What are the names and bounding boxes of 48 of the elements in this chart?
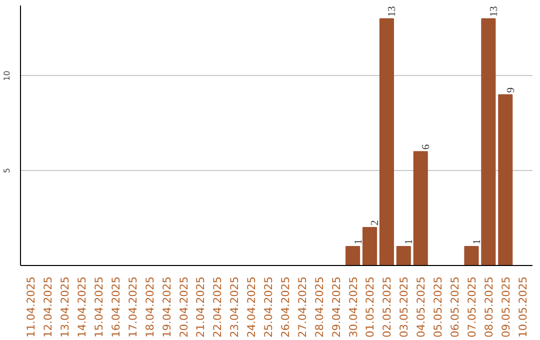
y-tick-label: 5	[2, 168, 12, 174]
x-tick-label: 06.05.2025	[448, 276, 462, 338]
bar	[396, 246, 411, 266]
x-tick-label: 24.04.2025	[245, 276, 258, 338]
x-tick-label: 20.04.2025	[177, 276, 190, 338]
data-label: 6	[421, 144, 432, 150]
x-tick-label: 22.04.2025	[211, 276, 224, 338]
data-label: 1	[404, 239, 416, 245]
x-tick-label: 07.05.2025	[465, 276, 478, 338]
x-tick-label: 23.04.2025	[228, 276, 242, 338]
bar	[379, 18, 394, 266]
data-label: 1	[353, 239, 364, 245]
bar	[481, 18, 496, 266]
x-tick-label: 03.05.2025	[398, 276, 411, 338]
x-tick-label: 27.04.2025	[296, 276, 309, 338]
x-tick-label: 02.05.2025	[380, 276, 394, 338]
bar	[413, 151, 428, 266]
x-tick-label: 17.04.2025	[126, 276, 140, 338]
x-tick-label: 10.05.2025	[516, 276, 530, 338]
x-tick-label: 21.04.2025	[194, 276, 208, 338]
x-tick-label: 18.04.2025	[143, 276, 156, 338]
data-label: 13	[387, 6, 398, 17]
x-tick-label: 12.04.2025	[42, 276, 55, 338]
x-tick-label: 30.04.2025	[346, 276, 360, 338]
bar	[464, 246, 479, 266]
x-tick-label: 28.04.2025	[312, 276, 326, 338]
x-tick-label: 05.05.2025	[432, 276, 445, 338]
bar	[362, 227, 378, 266]
bar	[498, 94, 513, 266]
x-tick-label: 26.04.2025	[278, 276, 292, 338]
x-tick-label: 11.04.2025	[24, 276, 38, 338]
x-tick-label: 29.04.2025	[330, 276, 343, 338]
data-label: 9	[506, 87, 517, 93]
x-tick-label: 09.05.2025	[499, 276, 512, 338]
y-tick-label: 10	[2, 70, 12, 81]
x-tick-label: 15.04.2025	[92, 276, 106, 338]
x-tick-label: 13.04.2025	[58, 276, 72, 338]
x-tick-label: 25.04.2025	[262, 276, 276, 338]
x-tick-label: 14.04.2025	[76, 276, 89, 338]
data-label: 2	[370, 220, 382, 226]
x-tick-label: 08.05.2025	[482, 276, 496, 338]
x-tick-label: 01.05.2025	[364, 276, 377, 338]
data-label: 13	[488, 6, 500, 17]
x-tick-label: 04.05.2025	[414, 276, 428, 338]
x-tick-label: 16.04.2025	[109, 276, 122, 338]
data-label: 1	[472, 239, 483, 245]
x-tick-label: 19.04.2025	[160, 276, 174, 338]
bar	[346, 246, 360, 266]
